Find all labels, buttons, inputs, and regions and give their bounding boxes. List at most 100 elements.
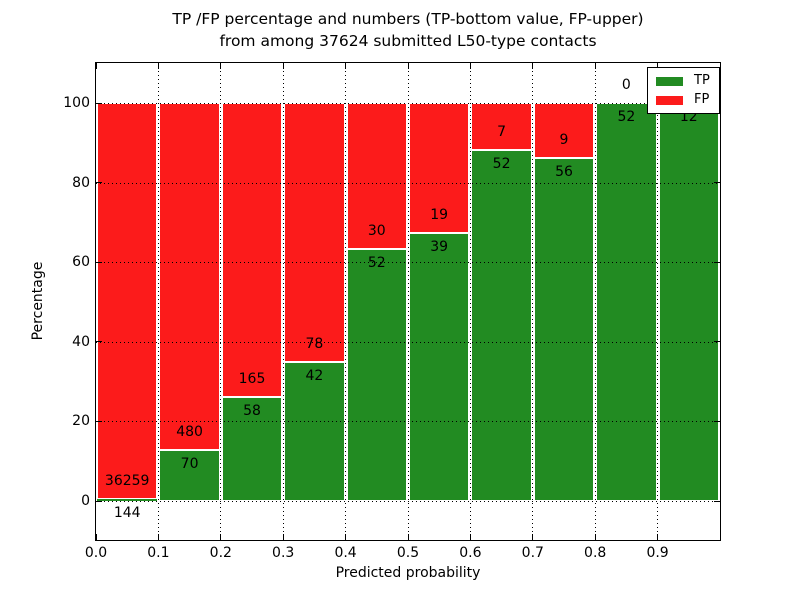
chart-title-line1: TP /FP percentage and numbers (TP-bottom… <box>172 10 644 28</box>
y-tick-mark <box>96 500 102 502</box>
y-axis-label: Percentage <box>30 261 46 341</box>
gridline-horizontal <box>96 103 720 104</box>
value-label-tp: 70 <box>180 456 199 473</box>
x-tick-mark-top <box>220 63 222 69</box>
gridline-vertical <box>657 63 659 540</box>
x-tick-mark <box>282 534 284 540</box>
x-tick-mark-top <box>157 63 159 69</box>
gridline-horizontal <box>96 501 720 502</box>
x-tick-mark <box>594 534 596 540</box>
y-tick-label: 100 <box>63 95 90 111</box>
x-tick-label: 0.3 <box>272 545 295 561</box>
legend-fp-swatch-icon <box>656 95 683 105</box>
value-label-fp: 480 <box>176 424 203 441</box>
bar-segment-tp <box>284 361 345 501</box>
x-tick-label: 0.9 <box>646 545 669 561</box>
legend-row-tp: TP <box>656 74 710 88</box>
legend-row-fp: FP <box>656 93 710 107</box>
y-tick-label: 0 <box>81 493 90 509</box>
x-tick-label: 0.0 <box>84 545 108 561</box>
bar-segment-tp <box>471 150 532 501</box>
x-tick-mark-top <box>345 63 347 69</box>
y-tick-label: 40 <box>72 333 90 350</box>
value-label-tp: 52 <box>367 254 386 271</box>
value-label-tp: 39 <box>430 239 449 256</box>
chart-title-line2: from among 37624 submitted L50-type cont… <box>219 32 597 50</box>
gridline-vertical <box>469 63 471 540</box>
gridline-vertical <box>407 63 409 540</box>
value-label-tp: 56 <box>555 164 573 181</box>
bar-segment-tp <box>409 233 470 501</box>
y-tick-mark-right <box>714 341 720 343</box>
legend-label-tp: TP <box>694 73 710 88</box>
value-label-fp: 19 <box>430 207 449 224</box>
x-tick-mark-top <box>282 63 284 69</box>
plot-area: TP FP 36259 144 480 70 165 58 78 42 30 52 19 39 7 52 9… <box>63 62 721 561</box>
x-tick-mark-top <box>469 63 471 69</box>
value-label-tp: 144 <box>113 505 141 522</box>
y-tick-label: 60 <box>72 254 90 271</box>
y-tick-mark <box>96 341 102 343</box>
gridline-vertical <box>594 63 596 540</box>
value-label-fp: 165 <box>238 371 266 388</box>
x-tick-label: 0.1 <box>147 545 170 561</box>
gridline-vertical <box>345 63 347 540</box>
gridline-vertical <box>157 63 159 540</box>
x-tick-label: 0.4 <box>334 545 357 561</box>
y-tick-mark <box>96 182 102 184</box>
gridline-vertical <box>220 63 222 540</box>
bar-segment-tp <box>658 103 719 501</box>
x-tick-mark <box>469 534 471 540</box>
bar-segment-fp <box>284 103 345 362</box>
value-label-fp: 78 <box>305 335 324 352</box>
x-tick-mark-top <box>407 63 409 69</box>
x-tick-mark <box>407 534 409 540</box>
bar-segment-tp <box>533 158 595 501</box>
bar-segment-fp <box>97 103 158 500</box>
y-tick-mark-right <box>714 261 720 263</box>
x-tick-mark-top <box>95 63 97 69</box>
gridline-horizontal <box>96 421 720 423</box>
bar-segment-tp <box>221 397 283 501</box>
value-label-fp: 30 <box>367 222 386 239</box>
y-tick-mark-right <box>714 420 720 422</box>
y-tick-label: 20 <box>72 413 90 430</box>
value-label-fp: 9 <box>559 132 569 149</box>
gridline-horizontal <box>96 341 720 343</box>
value-label-tp: 52 <box>492 156 511 173</box>
legend-tp-swatch-icon <box>656 76 683 86</box>
y-tick-mark-right <box>714 500 720 502</box>
value-label-fp: 0 <box>621 77 631 93</box>
x-tick-mark-top <box>657 63 659 69</box>
bar-segment-fp <box>159 103 220 451</box>
bar-segment-fp <box>409 103 470 234</box>
gridline-horizontal <box>96 182 720 184</box>
value-label-tp: 42 <box>305 367 324 384</box>
x-tick-mark <box>345 534 347 540</box>
y-tick-mark-right <box>714 182 720 184</box>
x-tick-mark-top <box>532 63 534 69</box>
bar-segment-tp <box>159 450 220 501</box>
y-tick-label: 80 <box>72 174 90 191</box>
legend: TP FP <box>647 67 720 114</box>
x-tick-label: 0.8 <box>584 545 607 561</box>
x-axis-label: Predicted probability <box>335 565 481 581</box>
bar-segment-fp <box>346 103 407 249</box>
x-tick-mark <box>532 534 534 540</box>
y-tick-mark <box>96 102 102 104</box>
bar-segment-fp <box>471 103 532 151</box>
x-tick-mark-top <box>594 63 596 69</box>
x-tick-label: 0.5 <box>396 545 420 561</box>
bar-segment-fp <box>533 103 595 159</box>
x-tick-label: 0.2 <box>209 545 232 561</box>
x-tick-mark <box>157 534 159 540</box>
chart-title: TP /FP percentage and numbers (TP-bottom… <box>95 8 721 52</box>
x-tick-mark <box>95 534 97 540</box>
y-tick-mark <box>96 261 102 263</box>
gridline-vertical <box>282 63 284 540</box>
x-tick-mark <box>657 534 659 540</box>
x-tick-label: 0.6 <box>459 545 482 561</box>
x-tick-label: 0.7 <box>521 545 544 561</box>
gridline-horizontal <box>96 262 720 264</box>
